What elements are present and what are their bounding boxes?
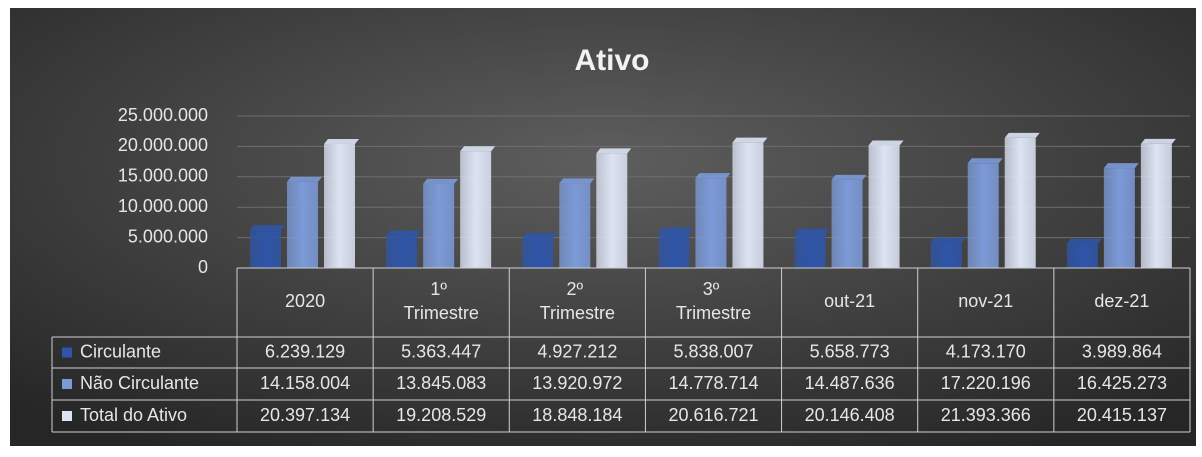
bar (596, 153, 628, 268)
legend-key (62, 379, 72, 389)
bar (324, 143, 355, 268)
bar-cap (324, 138, 359, 144)
legend-key (62, 411, 72, 421)
bar (287, 181, 318, 268)
bar (1004, 137, 1036, 268)
bar-cap (423, 178, 459, 184)
table-value: 20.415.137 (1077, 405, 1167, 425)
bar-cap (596, 148, 632, 154)
y-tick-label: 20.000.000 (118, 135, 208, 155)
legend-label: Total do Ativo (80, 405, 187, 425)
table-value: 4.173.170 (946, 341, 1026, 361)
bar (250, 230, 281, 268)
bar (930, 242, 962, 268)
table-value: 20.146.408 (805, 405, 895, 425)
x-tick-label: 2020 (285, 291, 325, 311)
bar-cap (868, 140, 904, 146)
bar (831, 179, 863, 268)
x-tick-label: nov-21 (958, 291, 1013, 311)
bar (1140, 143, 1172, 268)
table-value: 17.220.196 (941, 373, 1031, 393)
bar (658, 232, 690, 268)
bar-cap (386, 230, 422, 236)
bar (460, 151, 492, 268)
table-value: 14.158.004 (260, 373, 350, 393)
x-tick-label: dez-21 (1094, 291, 1149, 311)
bar-cap (658, 227, 694, 233)
legend-label: Não Circulante (80, 373, 199, 393)
bar (732, 142, 764, 268)
bar-cap (460, 146, 496, 152)
bar-cap (250, 225, 285, 231)
table-value: 5.363.447 (401, 341, 481, 361)
bar-cap (930, 237, 966, 243)
y-tick-label: 5.000.000 (128, 226, 208, 246)
bar-cap (1066, 238, 1102, 244)
x-tick-label: 3º Trimestre (676, 279, 751, 323)
table-value: 14.487.636 (805, 373, 895, 393)
bar-cap (559, 178, 595, 184)
bar-cap (1140, 138, 1176, 144)
table-value: 20.616.721 (668, 405, 758, 425)
bar-cap (831, 174, 867, 180)
table-value: 6.239.129 (265, 341, 345, 361)
bar-cap (794, 228, 830, 234)
bar-cap (967, 158, 1003, 164)
table-value: 18.848.184 (532, 405, 622, 425)
bar-cap (732, 137, 768, 143)
x-tick-label: 1º Trimestre (404, 279, 479, 323)
table-value: 21.393.366 (941, 405, 1031, 425)
table-value: 19.208.529 (396, 405, 486, 425)
table-value: 16.425.273 (1077, 373, 1167, 393)
x-tick-label: out-21 (824, 291, 875, 311)
bar (695, 178, 727, 268)
bar (522, 238, 554, 268)
bar-cap (522, 233, 558, 239)
bar (1066, 243, 1098, 268)
y-tick-label: 25.000.000 (118, 105, 208, 125)
table-value: 5.658.773 (810, 341, 890, 361)
bar (559, 183, 591, 268)
y-tick-label: 0 (198, 257, 208, 277)
bar (967, 163, 999, 268)
y-tick-label: 15.000.000 (118, 166, 208, 186)
bar (386, 235, 418, 268)
bar (423, 183, 455, 268)
table-value: 14.778.714 (668, 373, 758, 393)
bar (868, 145, 900, 268)
y-tick-label: 10.000.000 (118, 196, 208, 216)
legend-key (62, 347, 72, 358)
table-value: 13.920.972 (532, 373, 622, 393)
bar-cap (287, 176, 322, 182)
bar-cap (695, 173, 731, 179)
table-value: 20.397.134 (260, 405, 350, 425)
bar (1103, 168, 1135, 268)
table-value: 3.989.864 (1082, 341, 1162, 361)
chart-title: Ativo (575, 44, 650, 77)
bar-cap (1103, 163, 1139, 169)
table-value: 13.845.083 (396, 373, 486, 393)
x-tick-label: 2º Trimestre (540, 279, 615, 323)
bar (794, 233, 826, 268)
table-value: 5.838.007 (673, 341, 753, 361)
table-value: 4.927.212 (537, 341, 617, 361)
legend-label: Circulante (80, 341, 161, 361)
bar-cap (1004, 132, 1040, 138)
